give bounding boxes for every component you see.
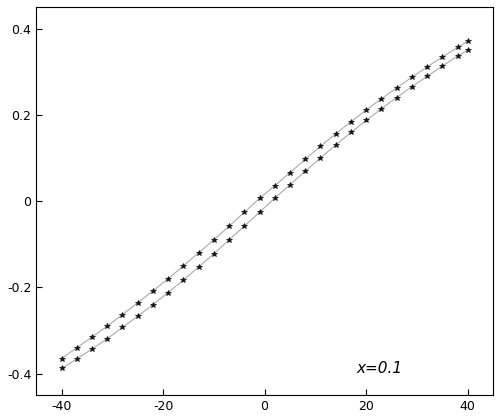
Text: x=0.1: x=0.1 bbox=[356, 361, 402, 376]
